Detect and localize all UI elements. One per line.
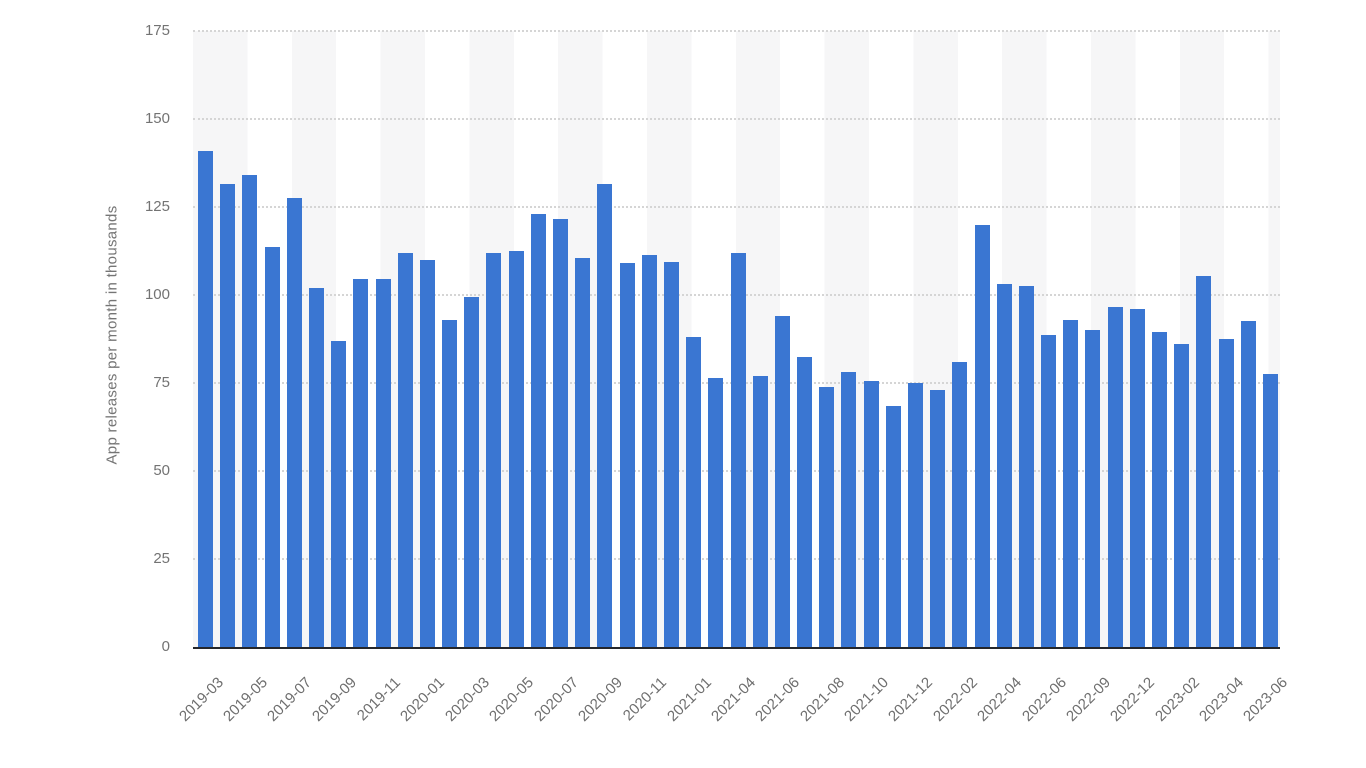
bar-month-46[interactable] [1196, 275, 1212, 647]
x-tick-label-2021-12: 2021-12 [885, 674, 937, 725]
bar-month-38[interactable] [1018, 286, 1034, 647]
y-tick-label-125: 125 [144, 198, 170, 215]
bar-2020-03[interactable] [464, 296, 480, 647]
x-tick-label-2020-09: 2020-09 [574, 674, 626, 725]
bar-month-36[interactable] [974, 224, 990, 647]
bar-2020-07[interactable] [553, 219, 569, 647]
bar-month-40[interactable] [1063, 319, 1079, 647]
bar-2022-12[interactable] [1129, 309, 1145, 647]
x-tick-label-2022-06: 2022-06 [1018, 674, 1070, 725]
bar-month-18[interactable] [575, 258, 591, 647]
bar-2020-11[interactable] [641, 254, 657, 647]
bar-2019-09[interactable] [331, 340, 347, 647]
x-tick-label-2019-11: 2019-11 [353, 674, 405, 725]
bar-2022-02[interactable] [952, 361, 968, 647]
bar-2019-03[interactable] [198, 150, 214, 647]
bar-month-20[interactable] [619, 263, 635, 647]
x-tick-label-2020-01: 2020-01 [397, 674, 449, 725]
y-tick-label-100: 100 [144, 286, 170, 303]
x-tick-label-2022-12: 2022-12 [1107, 674, 1159, 725]
bar-month-26[interactable] [752, 375, 768, 647]
gridline-175 [193, 30, 1280, 32]
x-tick-label-2021-04: 2021-04 [708, 674, 760, 725]
bar-2021-10[interactable] [863, 381, 879, 647]
bar-month-42[interactable] [1107, 307, 1123, 647]
x-tick-label-2023-04: 2023-04 [1196, 674, 1248, 725]
x-tick-label-2021-06: 2021-06 [752, 674, 804, 725]
x-tick-label-2020-07: 2020-07 [530, 674, 582, 725]
x-tick-label-2022-02: 2022-02 [929, 674, 981, 725]
bar-2022-04[interactable] [996, 284, 1012, 647]
x-tick-label-2020-05: 2020-05 [486, 674, 538, 725]
bar-month-16[interactable] [530, 214, 546, 647]
gridline-150 [193, 118, 1280, 120]
bar-month-10[interactable] [397, 252, 413, 647]
bar-2022-09[interactable] [1085, 330, 1101, 647]
bar-2020-01[interactable] [419, 259, 435, 647]
y-tick-label-25: 25 [153, 550, 170, 567]
x-tick-label-2023-02: 2023-02 [1151, 674, 1203, 725]
plot-area [193, 30, 1280, 649]
y-tick-label-0: 0 [161, 638, 170, 655]
bar-2023-02[interactable] [1174, 344, 1190, 647]
y-tick-label-75: 75 [153, 374, 170, 391]
bar-month-12[interactable] [442, 319, 458, 647]
bar-month-24[interactable] [708, 377, 724, 647]
bar-2023-04[interactable] [1218, 339, 1234, 647]
bar-2023-06[interactable] [1262, 374, 1278, 647]
bar-month-44[interactable] [1151, 331, 1167, 647]
x-tick-label-2021-10: 2021-10 [841, 674, 893, 725]
x-tick-label-2020-03: 2020-03 [441, 674, 493, 725]
x-tick-label-2022-09: 2022-09 [1063, 674, 1114, 725]
bar-2019-11[interactable] [375, 279, 391, 647]
bar-month-48[interactable] [1240, 321, 1256, 647]
x-tick-label-2019-05: 2019-05 [220, 674, 271, 725]
bar-2021-01[interactable] [686, 337, 702, 647]
bar-2019-07[interactable] [286, 198, 302, 647]
bar-month-30[interactable] [841, 372, 857, 647]
bar-2021-04[interactable] [730, 252, 746, 647]
x-tick-label-2020-11: 2020-11 [620, 674, 671, 725]
bar-month-6[interactable] [309, 287, 324, 647]
bar-month-4[interactable] [264, 247, 280, 647]
bar-month-28[interactable] [797, 356, 813, 647]
x-tick-label-2019-09: 2019-09 [308, 674, 360, 725]
x-tick-label-2019-03: 2019-03 [175, 674, 227, 725]
x-tick-label-2021-01: 2021-01 [663, 674, 715, 725]
bar-month-8[interactable] [353, 279, 369, 647]
bar-2021-08[interactable] [819, 386, 835, 647]
y-tick-label-50: 50 [153, 462, 170, 479]
x-tick-label-2023-06: 2023-06 [1240, 674, 1292, 725]
y-tick-label-150: 150 [144, 110, 170, 127]
y-axis-title: App releases per month in thousands [103, 205, 121, 465]
bar-2019-05[interactable] [242, 175, 258, 647]
bar-month-32[interactable] [885, 405, 901, 647]
bar-2021-06[interactable] [774, 316, 790, 647]
gridline-125 [193, 206, 1280, 208]
bar-2020-05[interactable] [508, 251, 524, 647]
bar-2020-09[interactable] [597, 184, 613, 647]
x-tick-label-2019-07: 2019-07 [264, 674, 316, 725]
x-tick-label-2022-04: 2022-04 [974, 674, 1026, 725]
y-tick-label-175: 175 [144, 22, 170, 39]
bar-2022-06[interactable] [1041, 335, 1057, 647]
bar-month-34[interactable] [930, 390, 946, 647]
bar-month-14[interactable] [486, 252, 502, 647]
x-tick-label-2021-08: 2021-08 [796, 674, 848, 725]
bar-2021-12[interactable] [907, 383, 923, 647]
bar-month-2[interactable] [220, 184, 236, 647]
bar-month-22[interactable] [663, 261, 679, 647]
